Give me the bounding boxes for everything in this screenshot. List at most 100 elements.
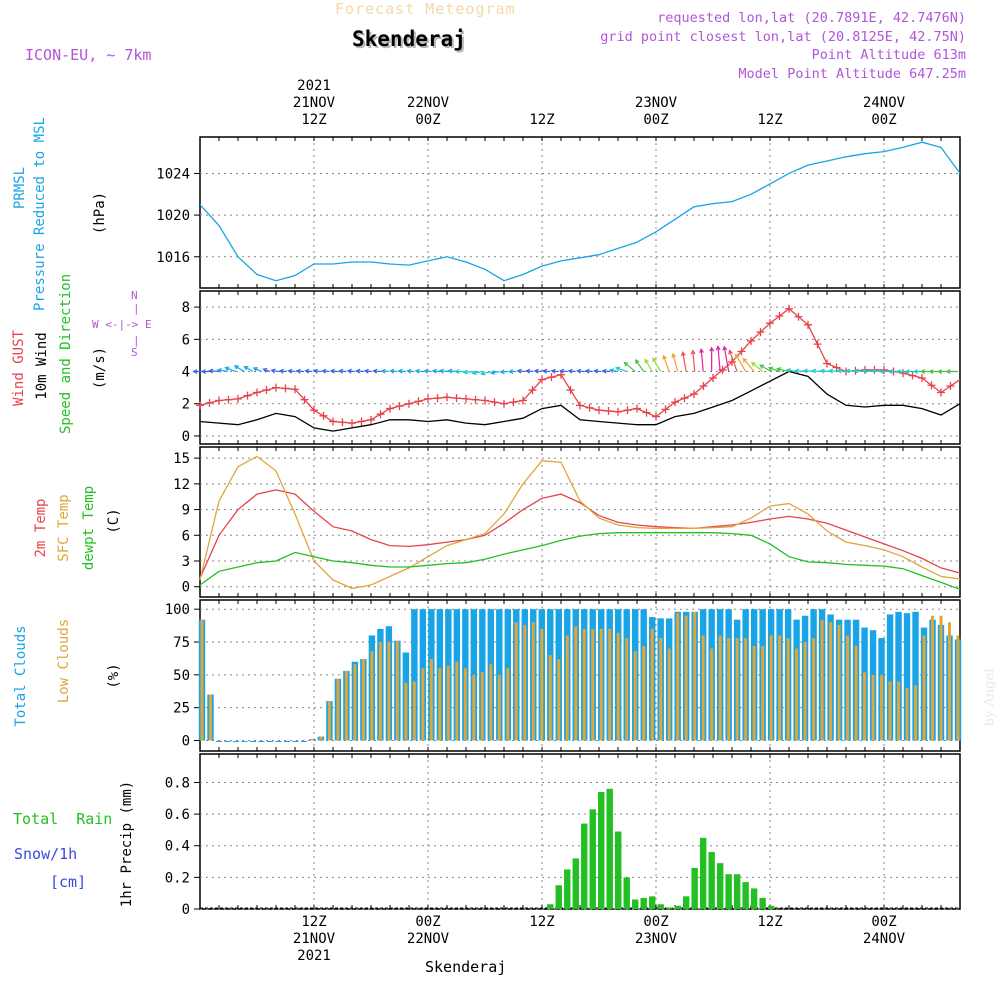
gust-marker: [604, 406, 613, 415]
wind-arrow: [338, 368, 347, 374]
pressure-ytick-label: 1024: [156, 166, 190, 182]
wind-arrow: [722, 345, 730, 372]
snow-unit: [cm]: [50, 873, 87, 891]
cloud-bar-low: [616, 632, 620, 741]
place-name: Skenderaj: [352, 27, 466, 51]
precip-bar: [665, 907, 673, 909]
gust-marker: [443, 393, 451, 402]
series-line-2m-temp: [199, 489, 961, 579]
cloud-bar-low: [880, 674, 884, 741]
precip-bar: [606, 788, 613, 909]
wind-arrow: [397, 368, 406, 374]
gust-marker: [538, 375, 546, 384]
time-label: 00Z: [643, 914, 669, 930]
cloud-bar-low: [463, 668, 467, 741]
gust-marker: [918, 373, 926, 382]
precip-bar: [708, 852, 715, 909]
pressure-panel: 1016 1020 1024: [156, 136, 961, 289]
wind-arrow: [767, 366, 780, 373]
cloud-bar-low: [540, 628, 544, 741]
cloud-bar-low: [727, 638, 731, 741]
cloud-bar-low: [395, 640, 399, 741]
wind-arrow: [312, 368, 321, 374]
wind-arrow: [802, 368, 814, 374]
wind-arrow: [321, 368, 330, 374]
cloud-bar-low: [820, 619, 824, 741]
snow-label: Snow/1h: [14, 845, 78, 863]
cloud-bar-low: [650, 628, 654, 741]
precip-bar: [691, 867, 698, 909]
time-label: 12Z: [301, 112, 327, 128]
temperature-ytick-label: 9: [182, 503, 190, 519]
precip-bar: [767, 905, 775, 909]
gust-marker: [547, 373, 556, 382]
precip-bar: [657, 904, 664, 909]
cloud-bar-low: [387, 642, 391, 741]
time-label: 00Z: [415, 112, 441, 128]
cloud-bar-low: [361, 659, 365, 741]
time-label: 21NOV: [292, 95, 336, 111]
gust-marker: [595, 406, 603, 415]
wind-arrow: [853, 368, 865, 374]
series-line-pressure: [199, 141, 961, 282]
cloud-bar-low: [939, 615, 943, 741]
wind-arrow: [471, 370, 483, 376]
gust-marker: [262, 386, 271, 395]
gust-marker: [737, 347, 746, 356]
wind-arrow: [742, 357, 755, 372]
gust-marker: [908, 371, 917, 380]
model-point-altitude: Model Point Altitude 647.25m: [738, 66, 966, 82]
wind-arrow: [576, 368, 585, 374]
gust-marker: [623, 406, 632, 415]
cloud-bar-low: [625, 638, 629, 741]
cloud-bar-low: [812, 638, 816, 741]
precip-bar: [632, 899, 639, 909]
cloud-bar-low: [871, 674, 875, 741]
wind-frame: [199, 290, 961, 445]
precipitation-frame: [199, 753, 961, 910]
precip-bar: [759, 897, 766, 909]
cloud-bar-low: [599, 628, 603, 741]
compass-dash-top: |: [133, 302, 140, 315]
precip-bar: [555, 885, 562, 909]
time-label: 2021: [297, 948, 331, 964]
cloud-bar-low: [948, 622, 952, 741]
wind-arrow: [728, 349, 738, 372]
cloud-bar-total: [496, 609, 503, 741]
cloud-bar-low: [795, 648, 799, 741]
time-label: 24NOV: [862, 95, 906, 111]
cloud-bar-low: [591, 628, 595, 741]
precip-bar: [716, 863, 724, 909]
clouds-ytick-label: 25: [173, 701, 190, 717]
cloud-bar-low: [327, 701, 331, 741]
cloud-bar-low: [846, 635, 850, 741]
cloud-bar-low: [922, 635, 926, 741]
wind-arrow: [295, 368, 304, 374]
cloud-bar-low: [718, 635, 722, 741]
gust-marker: [614, 407, 622, 416]
cloud-bar-low: [863, 672, 867, 741]
time-label: 12Z: [757, 112, 783, 128]
cloud-bar-low: [701, 635, 705, 741]
cloud-bar-low: [531, 622, 535, 741]
wind-arrow: [584, 368, 593, 374]
wind-arrow: [776, 367, 789, 373]
cloud-bar-low: [608, 628, 612, 741]
cloud-bar-low: [472, 674, 476, 741]
pressure-ytick-label: 1020: [156, 208, 190, 224]
wind-arrow: [680, 350, 687, 372]
cloud-bar-low: [523, 624, 527, 741]
gust-marker: [481, 396, 489, 405]
cloud-bar-low: [905, 687, 909, 741]
precip-bar: [547, 904, 554, 909]
gust-marker: [709, 373, 717, 382]
cloud-bar-low: [489, 664, 493, 741]
gust-marker: [585, 403, 594, 412]
cloud-bar-low: [897, 681, 901, 741]
wind-panel: 0 2 4 6 8: [182, 290, 961, 445]
gust-marker: [253, 388, 261, 397]
wind-arrow: [252, 367, 262, 373]
precip-bar: [742, 882, 749, 909]
cloud-bar-low: [803, 642, 807, 741]
gust-marker: [205, 398, 214, 407]
